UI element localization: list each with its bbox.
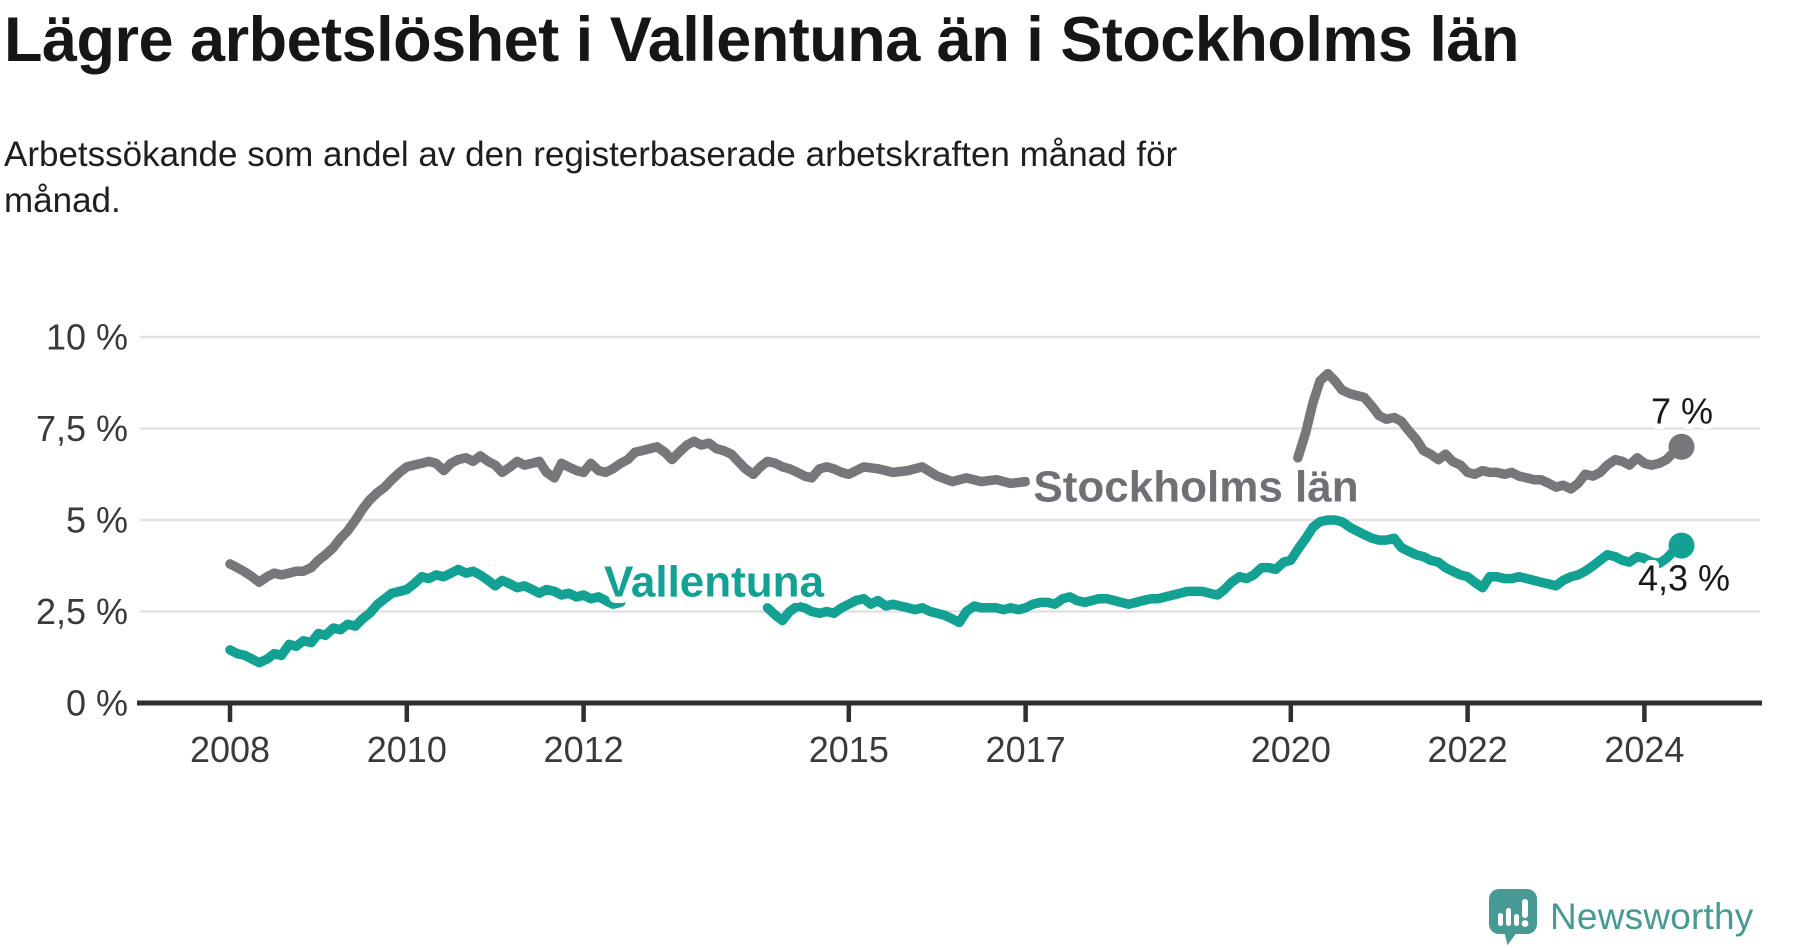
x-tick-label-2017: 2017 — [986, 729, 1066, 770]
series-line-stockholm-seg1 — [225, 436, 1031, 587]
x-tick-label-2008: 2008 — [190, 729, 270, 770]
end-value-label-stockholm: 7 % — [1651, 391, 1713, 432]
x-tick-label-2022: 2022 — [1428, 729, 1508, 770]
series-line-vallentuna-seg2 — [762, 515, 1687, 628]
series-label-vallentuna: Vallentuna — [604, 558, 825, 607]
series-line-stockholm-seg2 — [1293, 368, 1687, 494]
x-tick-label-2024: 2024 — [1604, 729, 1684, 770]
y-tick-label-5: 5 % — [66, 500, 128, 541]
series-label-stockholm: Stockholms län — [1033, 463, 1358, 512]
newsworthy-bubble-icon — [1489, 889, 1537, 945]
chart-subtitle: Arbetssökande som andel av den registerb… — [4, 132, 1504, 224]
x-tick-label-2015: 2015 — [809, 729, 889, 770]
y-tick-label-7.5: 7,5 % — [36, 408, 128, 449]
series-end-dot-stockholm — [1668, 433, 1695, 460]
y-tick-label-2.5: 2,5 % — [36, 591, 128, 632]
x-tick-label-2012: 2012 — [544, 729, 624, 770]
end-value-label-vallentuna: 4,3 % — [1638, 558, 1730, 599]
series-end-dot-vallentuna — [1668, 532, 1695, 559]
chart-subtitle-line-2: månad. — [4, 181, 121, 220]
x-tick-label-2010: 2010 — [367, 729, 447, 770]
series-line-vallentuna-seg1 — [225, 564, 626, 668]
x-tick-label-2020: 2020 — [1251, 729, 1331, 770]
y-tick-label-0: 0 % — [66, 683, 128, 724]
y-tick-label-10: 10 % — [46, 317, 128, 358]
newsworthy-wordmark: Newsworthy — [1550, 896, 1754, 937]
page-title: Lägre arbetslöshet i Vallentuna än i Sto… — [4, 5, 1519, 75]
newsworthy-logo: Newsworthy — [1488, 886, 1800, 948]
chart-subtitle-line-1: Arbetssökande som andel av den registerb… — [4, 135, 1178, 174]
